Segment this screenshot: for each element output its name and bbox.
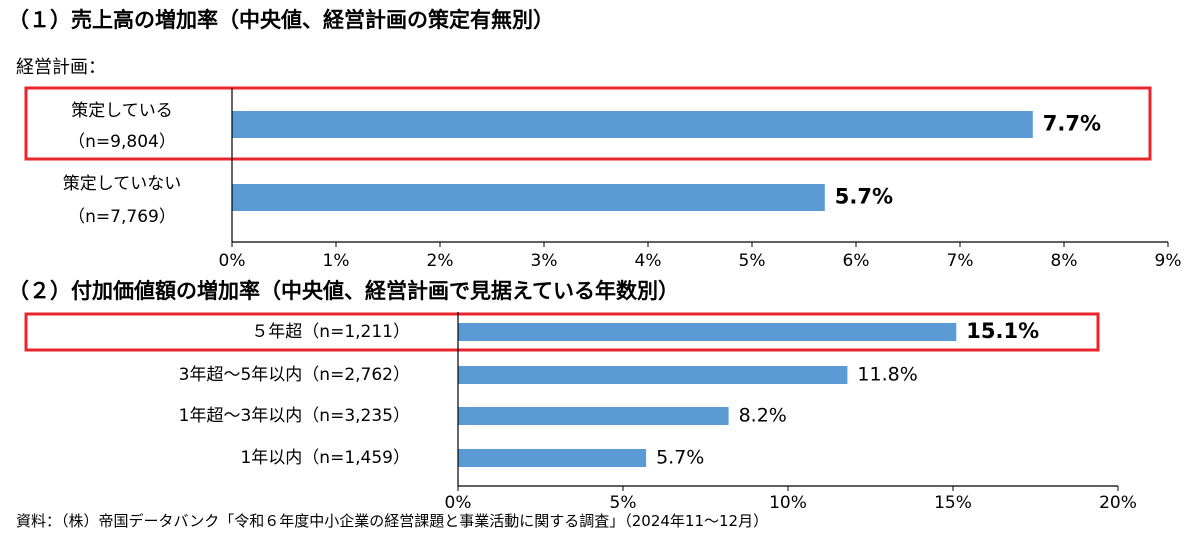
bar-2-4 — [458, 449, 647, 467]
highlight-frame-2-1 — [24, 312, 1100, 352]
x-tick-label-1-2: 2% — [427, 251, 454, 271]
x-tick-label-2-4: 20% — [1099, 493, 1137, 513]
category-n-1-1: （n=9,804） — [68, 132, 176, 152]
chart1-bars: 7.7% 策定している （n=9,804） 5.7% 策定していない （n=7,769） — [24, 86, 1152, 227]
x-tick-label-1-5: 5% — [739, 251, 766, 271]
x-tick-label-1-0: 0% — [219, 251, 246, 271]
x-tick-label-1-9: 9% — [1155, 251, 1182, 271]
bar-2-1 — [458, 323, 957, 341]
value-label-2-2: 11.8% — [857, 364, 917, 386]
category-n-1-2: （n=7,769） — [68, 207, 176, 227]
chart2-bars: 15.1% ５年超（n=1,211） 11.8% 3年超～5年以内（n=2,762） 8… — [24, 312, 1100, 469]
highlight-frame-1-1 — [24, 86, 1152, 161]
bar-2-3 — [458, 407, 729, 425]
chart2-x-axis: 0% 5% 10% 15% 20% — [445, 312, 1137, 513]
value-label-1-2: 5.7% — [835, 185, 893, 209]
category-label-2-2: 3年超～5年以内（n=2,762） — [179, 365, 410, 385]
value-label-2-4: 5.7% — [656, 447, 704, 469]
category-label-2-3: 1年超～3年以内（n=3,235） — [179, 406, 410, 426]
category-label-2-4: 1年以内（n=1,459） — [240, 448, 410, 468]
x-tick-label-2-1: 5% — [610, 493, 637, 513]
chart1-subtitle: 経営計画： — [16, 57, 106, 78]
source-note: 資料：（株）帝国データバンク「令和６年度中小企業の経営課題と事業活動に関する調査… — [16, 512, 768, 530]
category-label-1-1: 策定している — [71, 101, 173, 121]
value-label-2-1: 15.1% — [966, 319, 1039, 343]
x-tick-label-1-8: 8% — [1051, 251, 1078, 271]
chart1-x-axis: 0% 1% 2% 3% 4% 5% 6% 7% 8% 9% — [219, 88, 1182, 271]
value-label-2-3: 8.2% — [739, 405, 787, 427]
x-tick-label-1-1: 1% — [323, 251, 350, 271]
bar-2-2 — [458, 366, 848, 384]
bar-1-1 — [232, 111, 1033, 138]
x-tick-label-1-3: 3% — [531, 251, 558, 271]
x-tick-label-2-2: 10% — [769, 493, 807, 513]
category-label-1-2: 策定していない — [63, 174, 182, 194]
x-tick-label-1-4: 4% — [635, 251, 662, 271]
category-label-2-1: ５年超（n=1,211） — [251, 322, 410, 342]
x-tick-label-2-0: 0% — [445, 493, 472, 513]
bar-1-2 — [232, 184, 825, 211]
chart1-title: （１）売上高の増加率（中央値、経営計画の策定有無別） — [8, 8, 554, 32]
x-tick-label-2-3: 15% — [934, 493, 972, 513]
x-tick-label-1-6: 6% — [843, 251, 870, 271]
value-label-1-1: 7.7% — [1043, 112, 1101, 136]
x-tick-label-1-7: 7% — [947, 251, 974, 271]
chart2-title: （２）付加価値額の増加率（中央値、経営計画で見据えている年数別） — [8, 279, 679, 303]
